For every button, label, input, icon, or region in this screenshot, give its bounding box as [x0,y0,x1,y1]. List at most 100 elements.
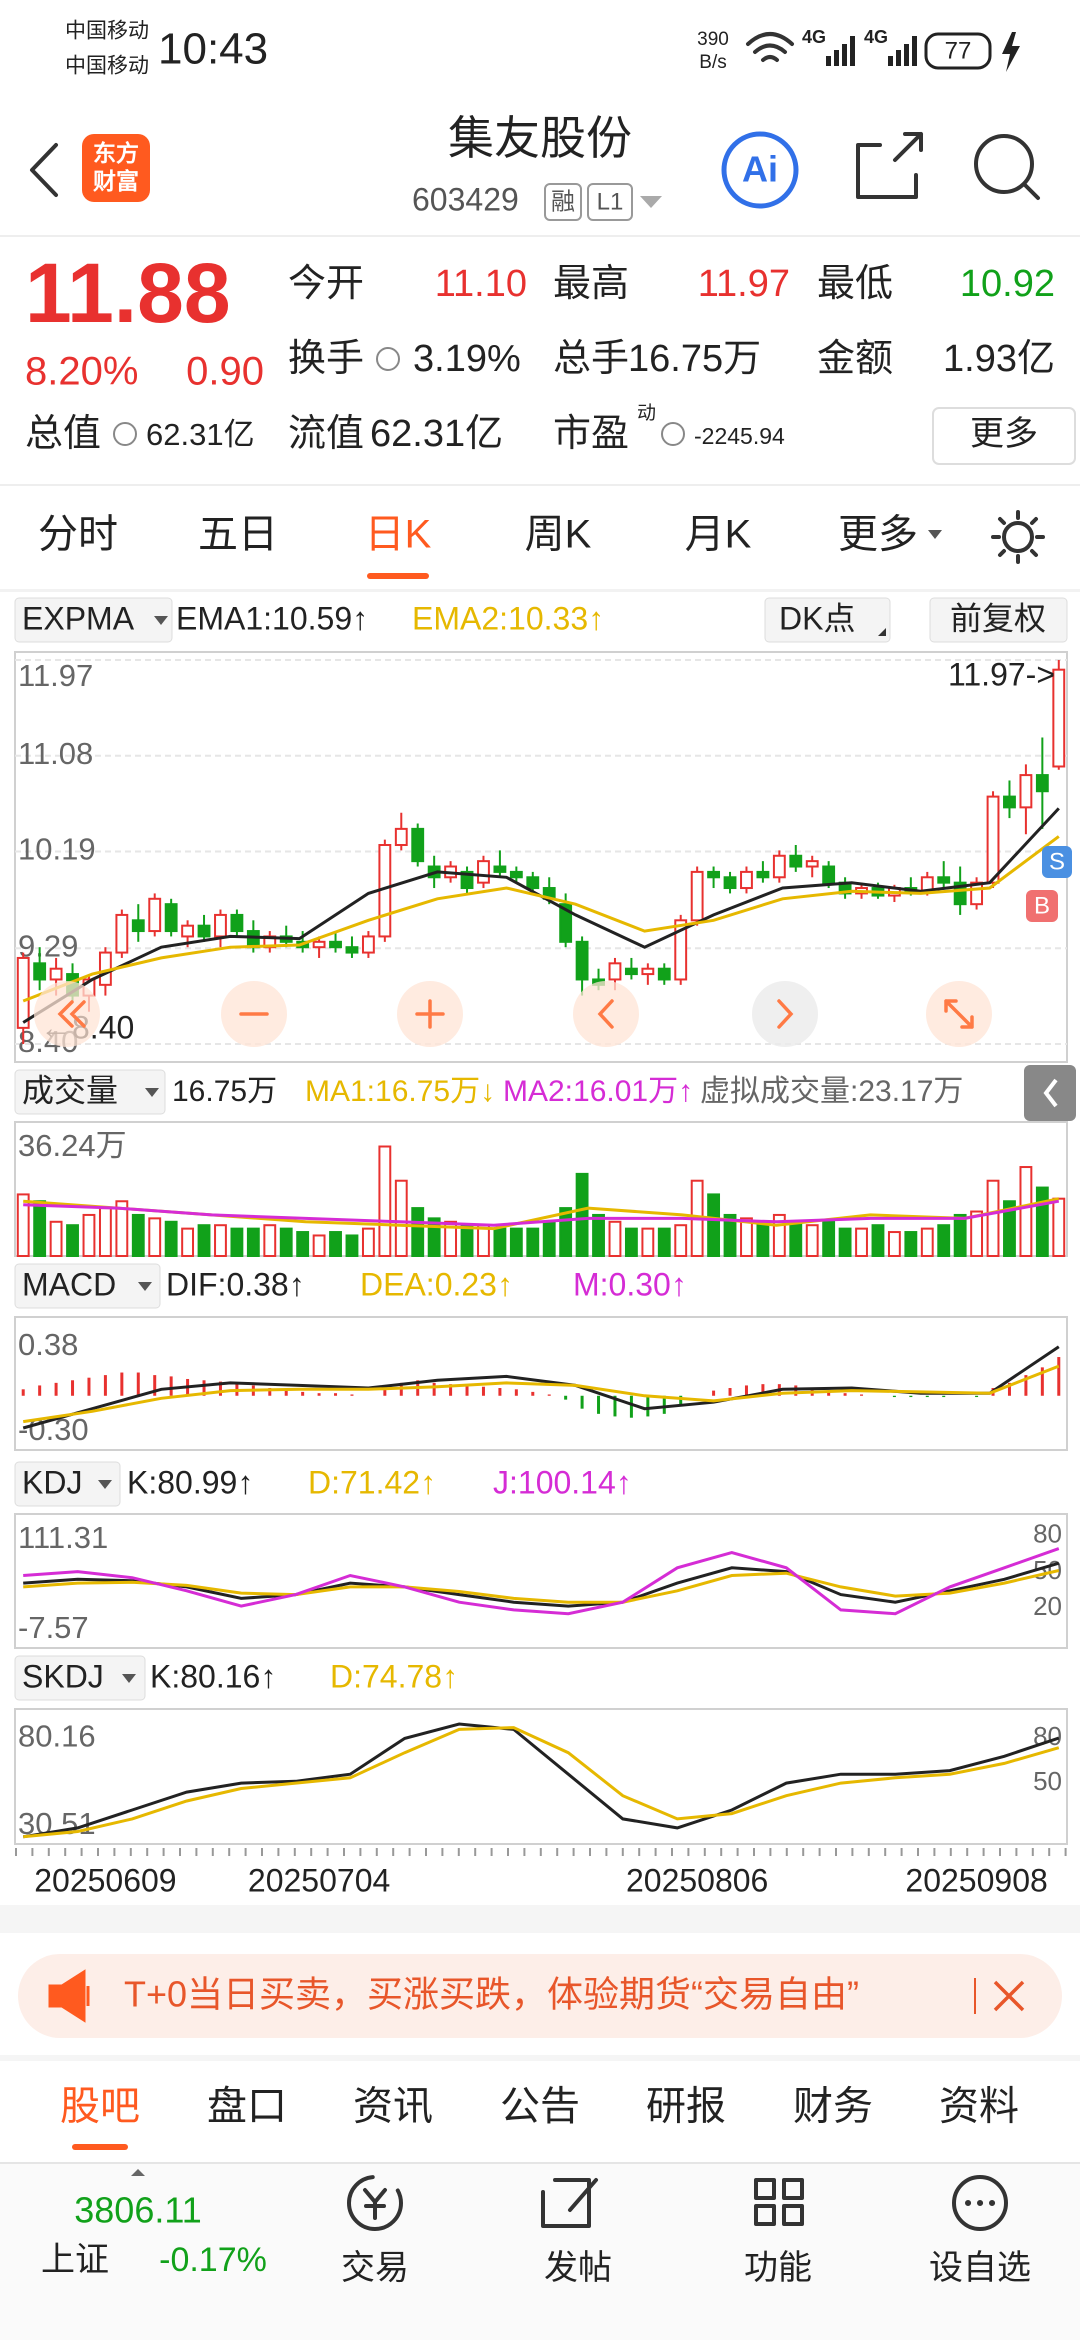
panels [14,651,1068,1856]
current-volume: 16.75万 [172,1075,277,1108]
volume-bar [82,1213,96,1258]
volume-bar [789,1220,803,1258]
indicator-select[interactable] [14,1655,146,1701]
volume-bar [427,1217,441,1258]
candle-body [312,940,326,949]
search-button[interactable] [974,134,1034,194]
sub-tab[interactable]: 资讯 [353,2085,433,2129]
sub-tab[interactable]: 财务 [793,2085,873,2129]
legend: K:80.99↑ [127,1464,253,1500]
candle-body [33,962,47,981]
sub-tab[interactable]: 公告 [500,2085,580,2129]
nav-prev[interactable] [573,981,639,1047]
tab[interactable]: 五日 [198,513,278,557]
volume-bar [575,1172,589,1257]
adjust-button[interactable] [929,597,1068,643]
x-tick-label: 20250704 [248,1862,390,1898]
candle-body [986,795,1000,884]
volume-bar [181,1227,195,1258]
sub-tab[interactable]: 盘口 [207,2085,287,2129]
candle-body [131,919,145,933]
series-line [23,1547,1060,1616]
watch-icon [952,2175,1008,2231]
candle-body [1019,774,1033,809]
volume-bar [296,1231,310,1258]
volume-bar [1019,1166,1033,1257]
info-icon[interactable] [113,422,137,446]
field-label: 最低 [817,263,893,305]
y2-tick-label: 50 [1033,1766,1062,1796]
candle-body [460,870,474,890]
indicator-select[interactable] [14,597,173,643]
candle-body [329,940,342,949]
volume-bar [838,1227,852,1258]
high-annotation: 11.97-> [948,656,1055,692]
tab-active[interactable]: 日K [365,513,432,557]
logo-text: 财富 [93,168,139,194]
button-label: 前复权 [950,600,1046,636]
volume-bar [279,1227,293,1258]
collapse-button[interactable] [1024,1065,1076,1121]
series-line [23,1561,1060,1608]
tab[interactable]: 周K [525,513,592,557]
volume-bar [740,1217,753,1258]
settings-button[interactable] [1002,521,1034,553]
candle-body [740,870,753,890]
quote: 11.88 8.20% 0.90 今开 11.10 最高 11.97 最低 10… [0,246,1080,486]
dropdown-icon[interactable] [640,196,662,208]
volume-bar [1052,1197,1066,1257]
share-button[interactable] [856,132,923,199]
price: 11.88 [25,246,231,340]
change-pct: 8.20% [25,350,138,394]
dk-button[interactable] [764,597,891,643]
volume-bar [772,1213,786,1258]
nav-icons [57,999,974,1029]
ai-button[interactable] [721,131,799,209]
sub-tab-active[interactable]: 股吧 [60,2085,140,2129]
info-icon[interactable] [376,347,400,371]
index-value[interactable]: 3806.11 [74,2190,201,2231]
candle-body [937,876,951,884]
volume-bar [148,1217,162,1258]
dropdown-icon [145,1088,159,1097]
stock-code: 603429 [412,181,519,217]
plots: 11.9711.0810.199.298.4036.24万0.38-0.3011… [15,658,1067,1898]
field-label: 市盈 [553,413,629,455]
indicator-select[interactable] [14,1069,166,1115]
banner-close[interactable] [993,1980,1025,2012]
sell-marker[interactable] [1042,846,1072,878]
indicator-select[interactable] [14,1461,121,1507]
bottom-item[interactable]: 设自选 [929,2249,1031,2287]
back-button[interactable] [30,143,58,197]
indicator-select[interactable] [14,1263,161,1309]
divider [0,589,1080,592]
legend: K:80.16↑ [150,1658,276,1694]
battery-level: 77 [945,37,972,64]
info-icon[interactable] [661,422,685,446]
volume-bar [526,1227,540,1258]
volume-bar [33,1200,47,1258]
indicator-name: EXPMA [22,600,135,636]
more-button[interactable] [932,407,1076,465]
sub-tab[interactable]: 资料 [939,2085,1019,2129]
bottom-item[interactable]: 发帖 [544,2249,612,2287]
tab[interactable]: 分时 [38,513,118,557]
change: 0.90 [186,350,264,394]
x-tick-label: 20250806 [626,1862,768,1898]
bottom-item[interactable]: 交易 [341,2249,409,2287]
logo-text: 东方 [93,140,139,166]
field-label: 今开 [288,263,364,305]
buy-marker[interactable] [1026,890,1058,922]
sub-tab[interactable]: 研报 [646,2085,726,2129]
banner-bg[interactable] [18,1954,1062,2038]
nav-next[interactable] [752,981,818,1047]
tab[interactable]: 更多 [838,513,918,557]
battery [924,32,992,70]
index-name: 上证 [41,2241,109,2279]
y-tick-label: 111.31 [18,1520,108,1555]
tab[interactable]: 月K [685,513,752,557]
nav-first[interactable] [34,981,100,1047]
bottom-item[interactable]: 功能 [744,2249,812,2287]
volume-bar [493,1227,507,1258]
